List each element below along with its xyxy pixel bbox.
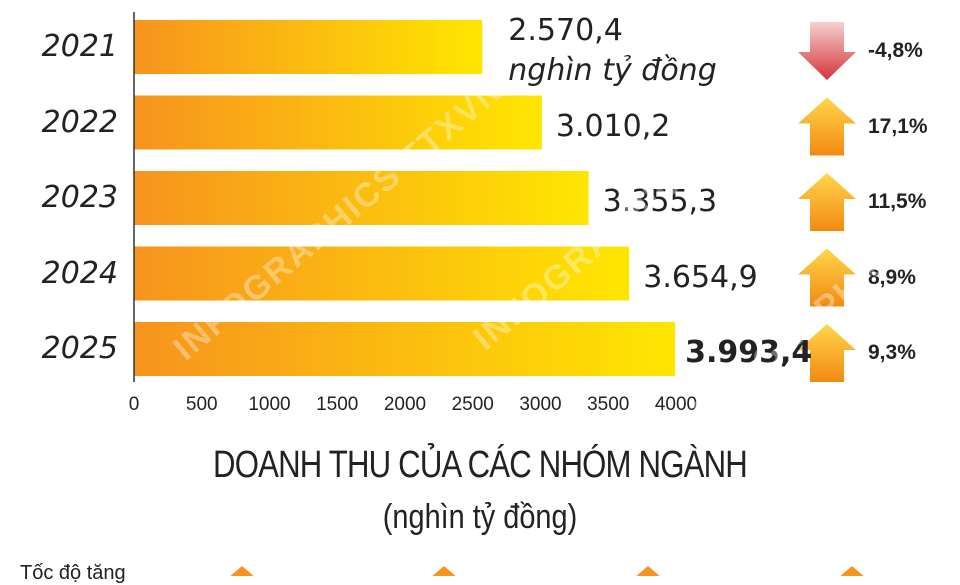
x-tick-label: 500 [185, 394, 218, 415]
arrow-up-icon [798, 324, 856, 382]
x-tick-label: 3000 [519, 394, 562, 415]
footer-arrow-icon [840, 566, 864, 576]
growth-label: 17,1% [868, 114, 928, 138]
bar-2024 [134, 246, 630, 301]
arrow-up-icon [798, 173, 856, 231]
arrow-up-icon [798, 248, 856, 307]
chart-title: DOANH THU CỦA CÁC NHÓM NGÀNH [213, 444, 748, 486]
footer-arrow-icon [230, 566, 254, 576]
value-label: 3.993,4 [685, 335, 813, 370]
x-tick-label: 1000 [248, 394, 291, 415]
bar-2025 [134, 322, 676, 376]
growth-label: 8,9% [868, 265, 916, 289]
growth-label: 11,5% [868, 190, 927, 213]
value-label: 3.010,2 [555, 108, 671, 144]
arrow-down-icon [798, 22, 856, 80]
bar-2022 [134, 95, 542, 150]
category-label: 2021 [41, 29, 118, 64]
arrow-up-icon [798, 97, 856, 156]
category-label: 2025 [41, 331, 118, 366]
x-tick-label: 4000 [654, 394, 698, 415]
footer-arrow-icon [636, 566, 660, 576]
bar-2023 [134, 171, 589, 225]
x-tick-label: 2500 [451, 394, 494, 415]
footer-arrow-icon [432, 566, 456, 576]
x-tick-label: 0 [128, 394, 140, 415]
bar-2021 [134, 20, 483, 74]
x-tick-label: 1500 [316, 394, 359, 415]
unit-label: nghìn tỷ đồng [508, 53, 717, 88]
footer-text: Tốc độ tăng [20, 562, 126, 584]
bars-layer [134, 20, 676, 376]
growth-label: -4,8% [868, 39, 923, 62]
x-tick-label: 2000 [383, 394, 427, 415]
category-label: 2024 [41, 255, 118, 291]
category-label: 2023 [41, 180, 118, 215]
x-tick-label: 3500 [587, 394, 630, 415]
chart-subtitle: (nghìn tỷ đồng) [382, 498, 578, 536]
value-label: 3.654,9 [643, 259, 758, 295]
category-label: 2022 [41, 104, 118, 140]
growth-label: 9,3% [868, 341, 916, 364]
value-label: 2.570,4 [508, 13, 623, 48]
arrows-layer [230, 22, 864, 576]
value-label: 3.355,3 [602, 184, 718, 219]
